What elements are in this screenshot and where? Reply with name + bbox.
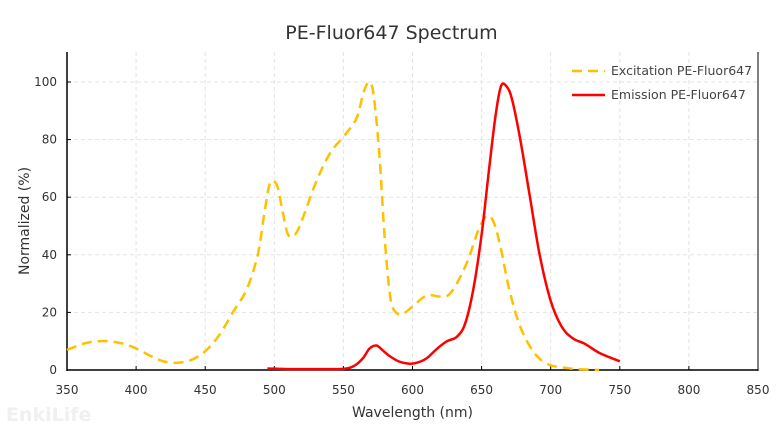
x-tick-label: 400 (125, 383, 148, 397)
x-tick-label: 800 (677, 383, 700, 397)
y-tick-label: 0 (49, 363, 57, 377)
y-tick-label: 60 (42, 190, 57, 204)
emission-curve (267, 82, 621, 371)
y-tick-label: 40 (42, 248, 57, 262)
x-tick-label: 450 (194, 383, 217, 397)
y-tick-label: 80 (42, 133, 57, 147)
y-tick-label: 100 (34, 75, 57, 89)
x-tick-label: 700 (539, 383, 562, 397)
x-tick-label: 850 (747, 383, 770, 397)
y-tick-label: 20 (42, 305, 57, 319)
x-tick-label: 550 (332, 383, 355, 397)
x-tick-label: 350 (56, 383, 79, 397)
watermark-logo: EnkiLife (6, 404, 92, 426)
legend-label: Emission PE-Fluor647 (611, 87, 746, 102)
x-axis-label: Wavelength (nm) (352, 405, 473, 421)
x-tick-label: 500 (263, 383, 286, 397)
y-axis-label: Normalized (%) (17, 167, 33, 275)
x-tick-label: 600 (401, 383, 424, 397)
legend-label: Excitation PE-Fluor647 (611, 63, 752, 78)
chart-title: PE-Fluor647 Spectrum (285, 22, 498, 44)
excitation-curve (66, 80, 600, 372)
x-tick-label: 650 (470, 383, 493, 397)
x-tick-label: 750 (608, 383, 631, 397)
